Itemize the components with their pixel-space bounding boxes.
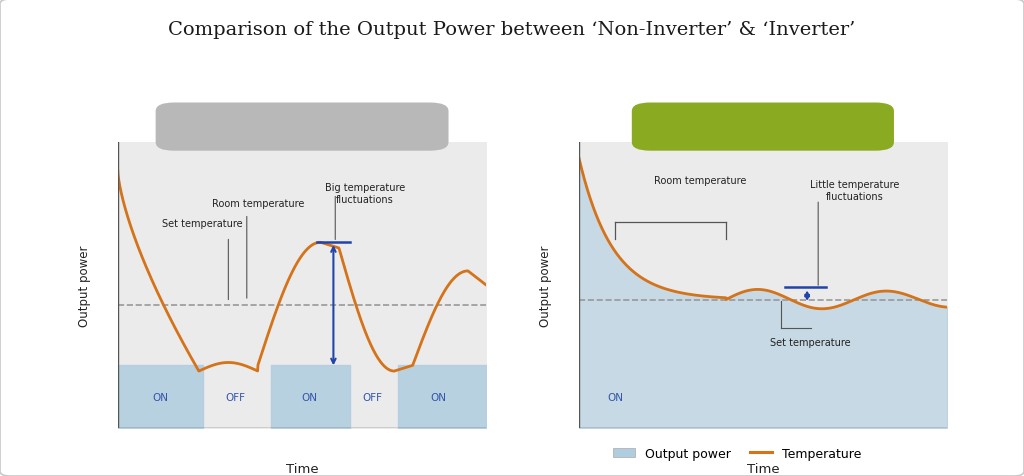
Text: Output power: Output power <box>78 245 91 326</box>
Text: ON: ON <box>607 392 624 402</box>
Text: Time: Time <box>746 462 779 475</box>
Text: OFF: OFF <box>362 392 382 402</box>
Text: ON: ON <box>301 392 317 402</box>
Text: Room temperature: Room temperature <box>654 176 746 186</box>
Text: ON: ON <box>430 392 446 402</box>
Text: Set temperature: Set temperature <box>162 218 243 228</box>
Text: ON: ON <box>153 392 168 402</box>
Text: Set temperature: Set temperature <box>770 337 851 347</box>
Text: Output power: Output power <box>539 245 552 326</box>
Text: Inverter: Inverter <box>731 114 795 129</box>
Legend: Output power, Temperature: Output power, Temperature <box>608 442 866 465</box>
Text: OFF: OFF <box>225 392 246 402</box>
Text: Big temperature
fluctuations: Big temperature fluctuations <box>325 183 404 204</box>
Text: Non-Inverter: Non-Inverter <box>251 114 353 129</box>
Text: Comparison of the Output Power between ‘Non-Inverter’ & ‘Inverter’: Comparison of the Output Power between ‘… <box>168 21 856 40</box>
Text: Room temperature: Room temperature <box>212 198 304 208</box>
Text: Time: Time <box>286 462 318 475</box>
Text: Little temperature
fluctuations: Little temperature fluctuations <box>810 180 900 201</box>
